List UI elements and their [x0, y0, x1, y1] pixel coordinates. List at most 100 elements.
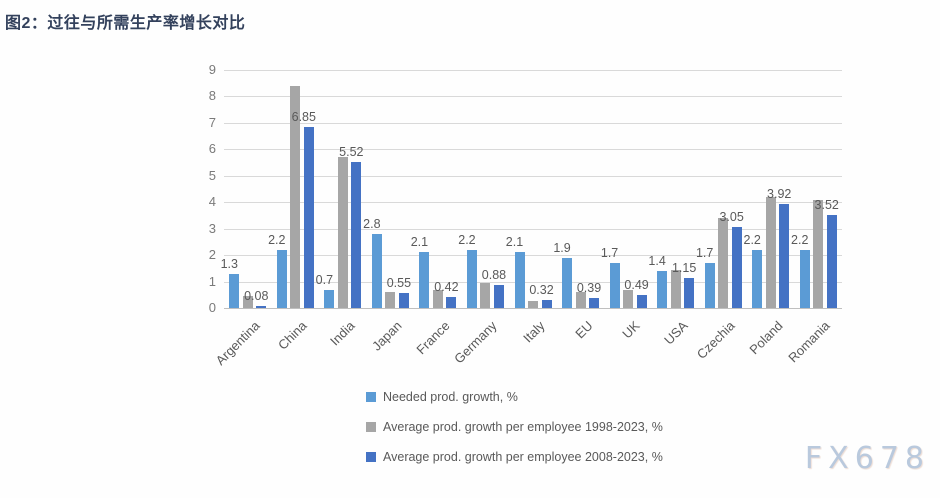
bar-needed	[752, 249, 763, 308]
bar-avg-2008-2023	[636, 295, 647, 308]
legend-label: Needed prod. growth, %	[383, 390, 518, 404]
y-axis-tick-label: 1	[208, 273, 216, 289]
bar-value-label: 0.32	[529, 282, 554, 297]
bar-value-label: 2.2	[268, 232, 286, 247]
bar-needed	[514, 252, 525, 308]
bar-avg-2008-2023	[826, 214, 837, 308]
bar-avg-1998-2023	[670, 269, 681, 308]
x-axis-label: Poland	[746, 318, 786, 358]
bar-avg-1998-2023	[718, 218, 729, 308]
bar-value-label: 1.15	[671, 260, 697, 275]
bar-needed	[229, 273, 240, 308]
y-axis-tick-label: 8	[208, 88, 216, 104]
bar-avg-1998-2023	[813, 199, 824, 308]
bar-avg-2008-2023	[446, 296, 457, 308]
gridline	[224, 149, 842, 151]
bar-avg-1998-2023	[290, 85, 301, 308]
bar-value-label: 2.1	[505, 235, 524, 250]
bar-avg-1998-2023	[765, 196, 776, 308]
bar-avg-1998-2023	[432, 290, 443, 308]
legend-swatch-icon	[366, 452, 376, 462]
bar-value-label: 2.2	[743, 232, 761, 247]
bar-avg-2008-2023	[684, 277, 695, 308]
legend-item-avg-2008-2023: Average prod. growth per employee 2008-2…	[366, 449, 663, 465]
bar-value-label: 3.52	[814, 197, 839, 212]
bar-avg-1998-2023	[242, 296, 253, 308]
gridline	[224, 122, 842, 124]
bar-value-label: 5.52	[339, 145, 364, 160]
y-axis-tick-label: 2	[208, 247, 216, 263]
bar-avg-1998-2023	[575, 291, 586, 308]
bar-avg-2008-2023	[589, 297, 600, 308]
bar-avg-1998-2023	[385, 291, 396, 308]
legend: Needed prod. growth, % Average prod. grow…	[366, 389, 663, 465]
bar-needed	[799, 249, 810, 308]
y-axis-tick-label: 5	[208, 167, 216, 183]
y-axis-tick-label: 9	[208, 62, 216, 77]
y-axis-tick-label: 7	[208, 114, 216, 130]
gridline	[224, 228, 842, 230]
bar-value-label: 0.39	[576, 280, 602, 295]
bar-needed	[562, 257, 573, 308]
bar-value-label: 0.42	[434, 279, 459, 294]
bar-value-label: 2.8	[363, 216, 381, 231]
bar-value-label: 2.2	[791, 232, 809, 247]
bar-avg-2008-2023	[398, 293, 409, 308]
bar-needed	[371, 233, 382, 308]
bar-avg-1998-2023	[337, 157, 348, 308]
figure-title: 图2：过往与所需生产率增长对比	[5, 15, 246, 32]
bar-needed	[704, 263, 715, 308]
plot-area: 0 1 2 3 4 5 6 7 8 9 1.3 0.08 Argentina 2.2 6.85 China 0.…	[209, 62, 842, 368]
bar-avg-2008-2023	[256, 305, 267, 308]
gridline	[224, 70, 842, 71]
bar-needed	[609, 263, 620, 308]
bar-needed	[324, 289, 335, 308]
watermark: FX678	[804, 441, 930, 476]
bar-needed	[276, 249, 287, 308]
bar-needed	[466, 249, 477, 308]
x-axis-label: China	[275, 318, 310, 353]
x-axis-label: Romania	[785, 318, 833, 366]
legend-item-avg-1998-2023: Average prod. growth per employee 1998-2…	[366, 419, 663, 435]
bar-avg-2008-2023	[351, 162, 362, 308]
y-axis-tick-label: 3	[208, 220, 216, 236]
legend-swatch-icon	[366, 422, 376, 432]
bar-value-label: 0.49	[624, 278, 649, 293]
bar-avg-1998-2023	[623, 290, 634, 308]
bar-avg-2008-2023	[493, 284, 504, 308]
legend-swatch-icon	[366, 392, 376, 402]
bar-value-label: 2.2	[458, 232, 476, 247]
legend-label: Average prod. growth per employee 2008-2…	[383, 450, 663, 464]
bar-needed	[657, 270, 668, 308]
bar-avg-2008-2023	[731, 227, 742, 308]
bar-avg-1998-2023	[480, 282, 491, 308]
x-axis-label: Argentina	[212, 318, 263, 368]
bar-value-label: 0.7	[315, 272, 334, 287]
y-axis-tick-label: 6	[208, 141, 216, 157]
legend-label: Average prod. growth per employee 1998-2…	[383, 420, 663, 434]
gridline	[224, 175, 842, 177]
bar-value-label: 1.7	[695, 246, 714, 261]
bar-value-label: 2.1	[410, 235, 429, 250]
gridline	[224, 255, 842, 257]
bar-value-label: 1.9	[553, 240, 571, 255]
bar-value-label: 3.92	[767, 187, 792, 202]
bar-value-label: 0.55	[386, 276, 412, 291]
bar-avg-2008-2023	[303, 126, 314, 308]
bar-value-label: 1.4	[648, 253, 666, 268]
legend-item-needed: Needed prod. growth, %	[366, 389, 663, 405]
bar-value-label: 6.85	[291, 109, 316, 124]
x-axis-label: India	[326, 318, 358, 349]
y-axis-tick-label: 4	[208, 194, 216, 210]
bar-value-label: 0.08	[244, 288, 269, 303]
bar-avg-2008-2023	[541, 299, 552, 308]
bar-value-label: 1.7	[600, 246, 619, 261]
bar-needed	[419, 252, 430, 308]
y-axis-tick-label: 0	[208, 300, 216, 315]
bar-value-label: 3.05	[719, 210, 744, 225]
x-axis-line	[224, 308, 842, 309]
gridline	[224, 202, 842, 204]
gridline	[224, 96, 842, 98]
